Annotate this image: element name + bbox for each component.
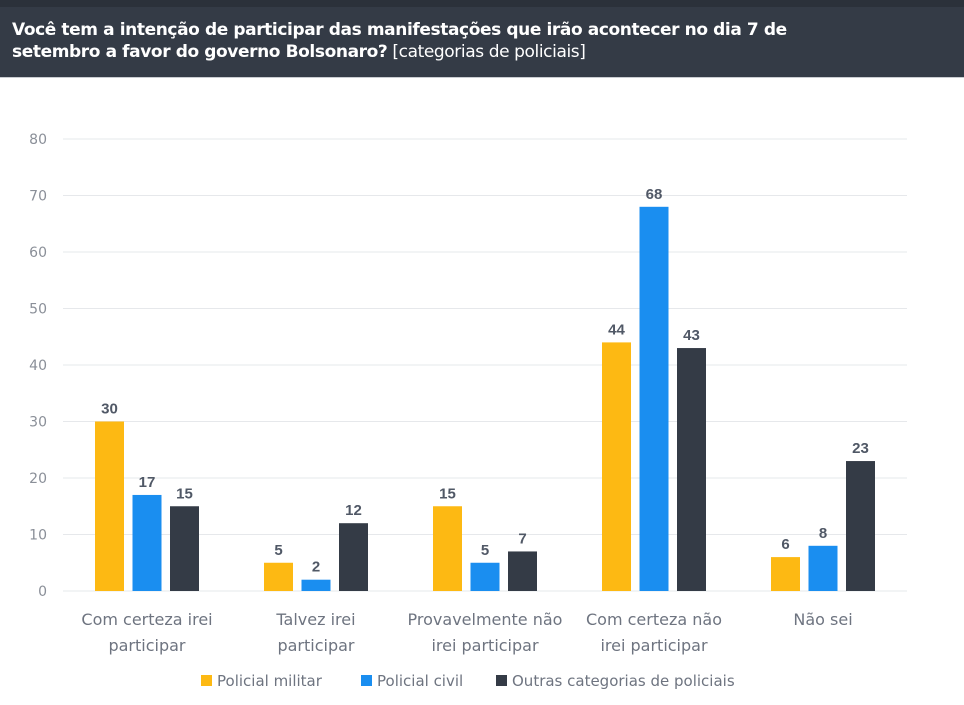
x-category-label: Não sei (793, 610, 852, 629)
bar (470, 562, 500, 591)
y-tick-label: 60 (29, 245, 47, 261)
x-category-label: Com certeza irei (81, 610, 212, 629)
y-tick-label: 30 (29, 415, 47, 431)
data-label: 44 (608, 321, 625, 338)
bar (95, 421, 124, 591)
bar (639, 206, 669, 592)
bar (132, 494, 162, 591)
bar (602, 342, 631, 591)
data-label: 43 (683, 327, 700, 344)
x-category-label: participar (108, 636, 185, 655)
x-category-label: participar (277, 636, 354, 655)
gridlines (63, 138, 907, 592)
x-category-label: Provavelmente não (408, 610, 563, 629)
bar (170, 506, 199, 591)
data-labels: 30 5 15 44 6 17 2 5 68 8 15 12 7 43 23 (101, 186, 869, 576)
bar (846, 461, 875, 591)
x-axis-categories: Com certeza irei participar Talvez irei par… (81, 610, 852, 655)
bar (339, 523, 368, 591)
x-category-label: irei participar (431, 636, 539, 655)
y-tick-label: 10 (29, 528, 47, 544)
y-tick-label: 70 (29, 189, 47, 205)
data-label: 5 (274, 542, 282, 559)
chart-title-subtitle: [categorias de policiais] (392, 42, 586, 62)
bar (808, 545, 838, 591)
data-label: 15 (176, 485, 193, 502)
x-category-label: Com certeza não (586, 610, 722, 629)
bar (677, 348, 706, 591)
y-tick-label: 20 (29, 471, 47, 487)
data-label: 15 (439, 485, 456, 502)
x-category-label: Talvez irei (275, 610, 355, 629)
legend-label: Policial militar (217, 672, 323, 690)
legend-swatch-2 (496, 675, 507, 686)
chart-title-main: Você tem a intenção de participar das ma… (12, 20, 787, 62)
legend: Policial militar Policial civil Outras cat… (201, 672, 735, 690)
x-category-label: irei participar (600, 636, 708, 655)
legend-label: Outras categorias de policiais (512, 672, 735, 690)
chart-header: Você tem a intenção de participar das ma… (0, 0, 964, 78)
data-label: 17 (139, 474, 156, 491)
y-axis-ticks: 0 10 20 30 40 50 60 70 80 (29, 132, 47, 600)
bar (264, 562, 293, 591)
data-label: 8 (819, 525, 827, 542)
data-label: 12 (345, 502, 362, 519)
y-tick-label: 0 (38, 584, 47, 600)
bar (508, 551, 537, 591)
header-top-band (0, 0, 964, 7)
y-tick-label: 80 (29, 132, 47, 148)
bars (95, 206, 875, 592)
legend-label: Policial civil (377, 672, 463, 690)
bar-chart: 0 10 20 30 40 50 60 70 80 30 5 15 44 6 17 2 5 68 8 15 12 7 43… (29, 132, 907, 690)
bar (433, 506, 462, 591)
bar (771, 557, 800, 591)
data-label: 5 (481, 542, 489, 559)
data-label: 68 (646, 186, 663, 203)
data-label: 7 (518, 530, 526, 547)
legend-swatch-0 (201, 675, 212, 686)
legend-swatch-1 (361, 675, 372, 686)
bar (301, 579, 331, 591)
data-label: 23 (852, 440, 869, 457)
data-label: 6 (781, 536, 789, 553)
y-tick-label: 40 (29, 358, 47, 374)
data-label: 2 (312, 559, 320, 576)
y-tick-label: 50 (29, 302, 47, 318)
chart-title: Você tem a intenção de participar das ma… (12, 19, 832, 63)
data-label: 30 (101, 401, 118, 418)
